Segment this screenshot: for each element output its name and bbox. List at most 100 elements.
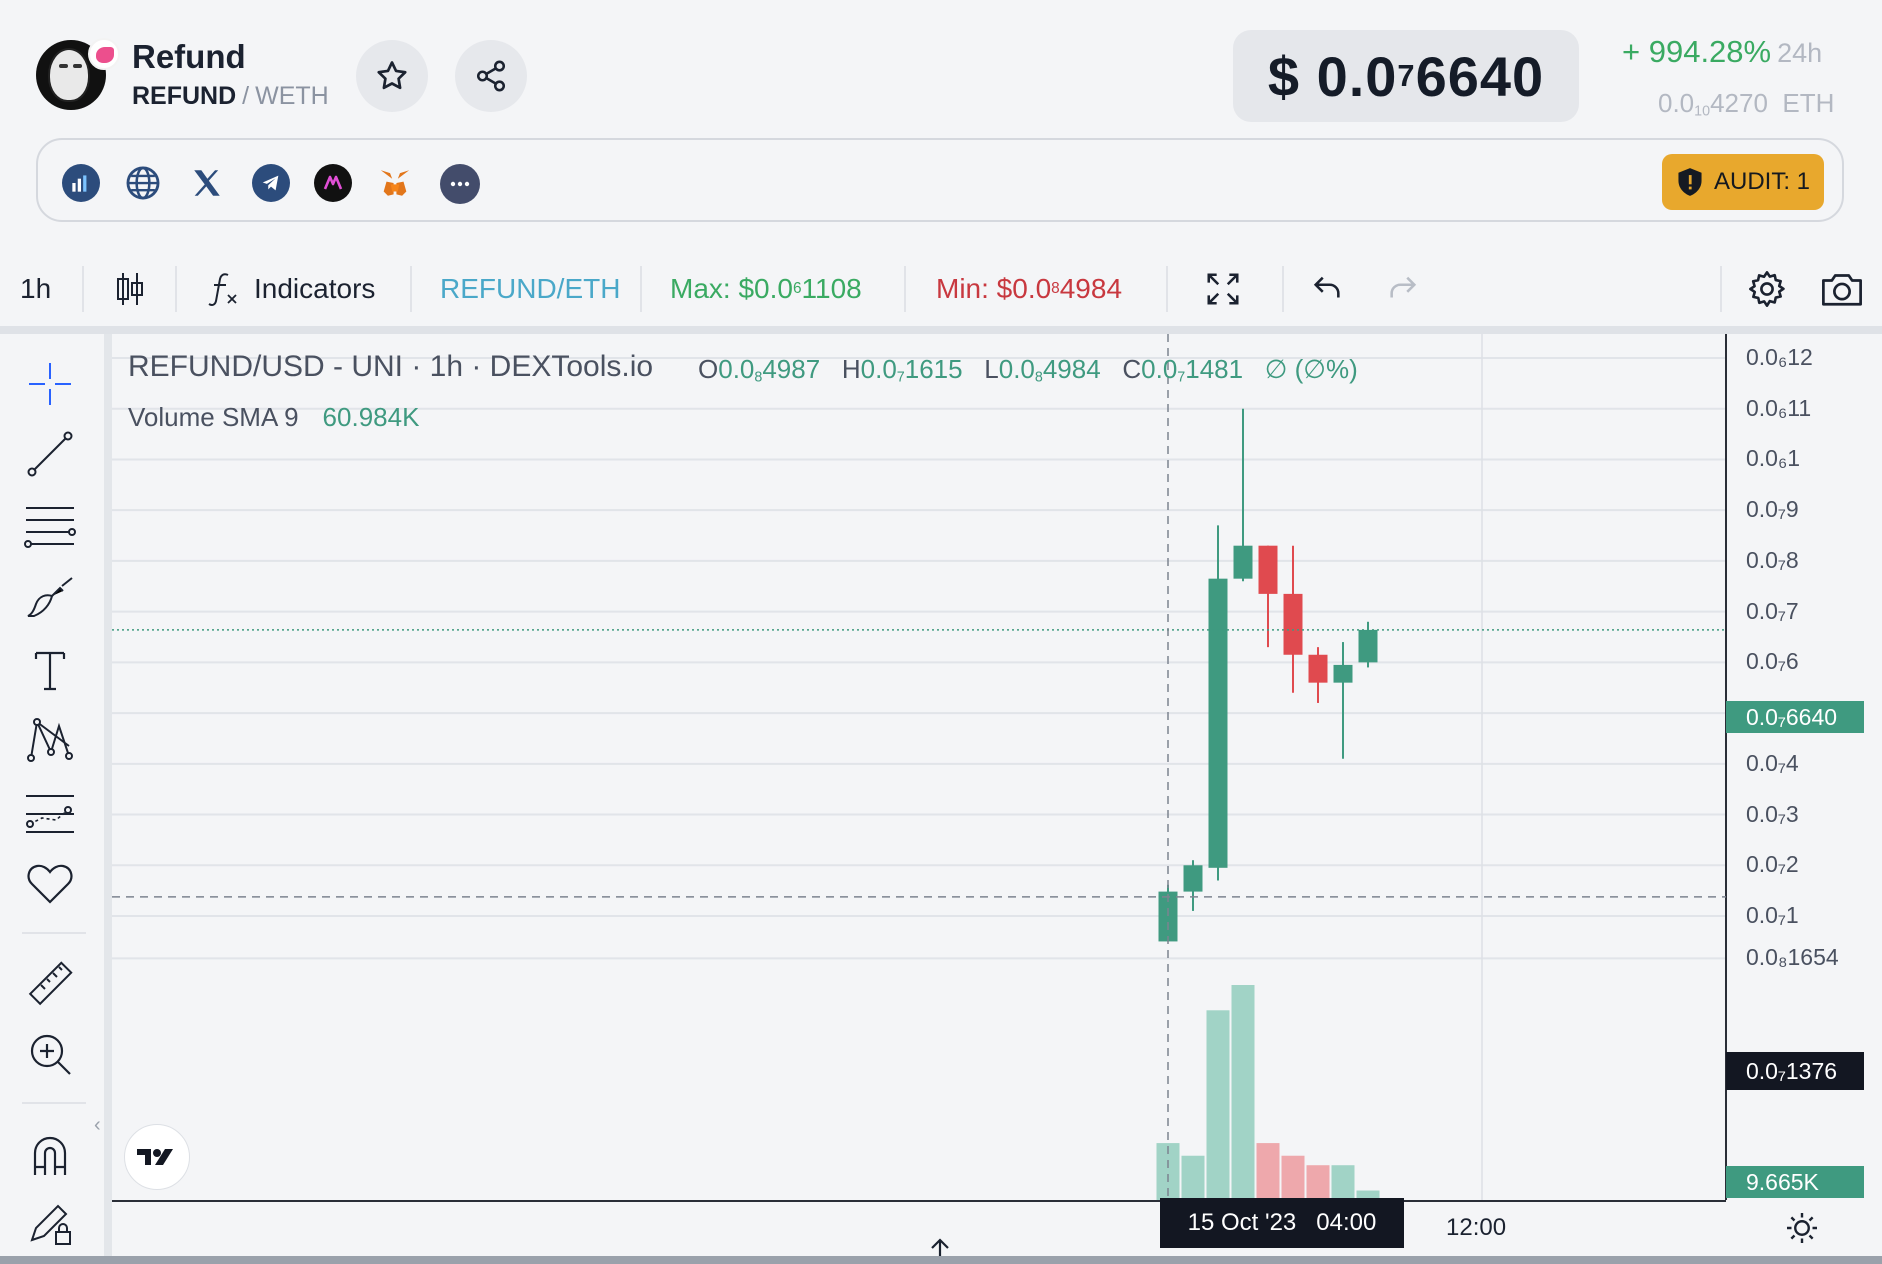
token-name: Refund: [132, 38, 246, 75]
crosshair-time-label: 15 Oct '23 04:00: [1160, 1198, 1404, 1248]
chart-type-button[interactable]: [114, 254, 146, 324]
measure-tool[interactable]: [22, 956, 78, 1012]
y-tick-label: 0.0₇7: [1746, 597, 1799, 624]
volume-bar: [1181, 1155, 1205, 1200]
fullscreen-button[interactable]: [1204, 254, 1242, 324]
zoom-in-tool[interactable]: [22, 1026, 78, 1082]
redo-icon: [1390, 276, 1417, 298]
heart-icon: [27, 864, 73, 904]
forecast-tool[interactable]: [22, 786, 78, 842]
volume-bar: [1281, 1155, 1305, 1200]
metamask-icon[interactable]: [376, 164, 414, 202]
dextools-icon[interactable]: [62, 164, 100, 202]
candle-body: [1233, 545, 1253, 579]
chart-theme-button[interactable]: [1784, 1210, 1820, 1251]
price-chart[interactable]: [112, 334, 1727, 1200]
candlestick-chart: [112, 334, 1727, 1200]
volume-legend: Volume SMA 9 60.984K: [128, 402, 420, 432]
y-tick-label: 0.0₇3: [1746, 800, 1799, 827]
candle-body: [1258, 545, 1278, 594]
favorite-button[interactable]: [356, 40, 428, 112]
scroll-up-icon[interactable]: [928, 1238, 952, 1261]
y-tick-label: 0.0₇4: [1746, 749, 1799, 776]
pattern-icon: [27, 718, 73, 762]
text-tool[interactable]: [22, 642, 78, 698]
time-tick: 12:00: [1446, 1214, 1507, 1241]
candle-body: [1208, 578, 1228, 868]
lock-drawings-tool[interactable]: [22, 1196, 78, 1252]
settings-button[interactable]: [1746, 254, 1788, 324]
tradingview-logo[interactable]: [124, 1124, 190, 1190]
token-avatar: [36, 38, 120, 110]
volume-bar: [1156, 1143, 1180, 1200]
function-icon: [208, 273, 237, 306]
share-icon: [476, 60, 506, 92]
social-links-bar: AUDIT: 1: [36, 138, 1844, 222]
volume-bar: [1256, 1143, 1280, 1200]
y-tick-label: 0.0₈1654: [1746, 944, 1839, 971]
min-price: Min: $0.0 8 4984: [936, 273, 1123, 304]
y-tick-label: 0.0₇8: [1746, 546, 1799, 573]
sun-icon: [1787, 1213, 1817, 1243]
y-tick-label: 0.0₆11: [1746, 394, 1812, 421]
y-tick-label: 0.0₆1: [1746, 445, 1801, 472]
y-tick-label: 0.0₇9: [1746, 496, 1799, 523]
gear-icon: [1749, 271, 1785, 307]
pair-quote: WETH: [255, 82, 329, 110]
text-icon: [34, 651, 66, 691]
more-icon[interactable]: [440, 164, 480, 204]
dexview-icon[interactable]: [314, 164, 352, 202]
candle-body: [1308, 654, 1328, 683]
volume-bar: [1331, 1165, 1355, 1200]
candle-body: [1333, 664, 1353, 683]
eth-price: 0.0104270 ETH: [1658, 88, 1835, 120]
globe-icon[interactable]: [124, 164, 162, 202]
crosshair-tool[interactable]: [22, 356, 78, 412]
y-tick-label: 0.0₆12: [1746, 344, 1813, 370]
token-header: Refund REFUND / WETH $ 0.0 7 6640 + 994.28% 2…: [0, 0, 1882, 130]
crosshair-price-tag: 0.0₇1376: [1726, 1052, 1864, 1090]
interval-selector[interactable]: 1h: [20, 273, 52, 304]
fib-tool[interactable]: [22, 498, 78, 554]
share-button[interactable]: [455, 40, 527, 112]
volume-bar: [1306, 1165, 1330, 1200]
time-axis[interactable]: 12:00: [112, 1200, 1726, 1256]
forecast-icon: [26, 795, 74, 833]
max-price: Max: $0.0 6 1108: [670, 273, 862, 304]
y-tick-label: 0.0₇2: [1746, 851, 1799, 878]
chart-toolbar: 1h Indicators REFUND/ETH Max: $0.0 6 1108 …: [0, 254, 1882, 324]
indicators-button[interactable]: Indicators: [206, 254, 375, 324]
telegram-icon[interactable]: [252, 164, 290, 202]
collapse-panel-icon[interactable]: ‹: [94, 1114, 101, 1136]
camera-icon: [1822, 274, 1862, 306]
magnet-tool[interactable]: [22, 1128, 78, 1184]
audit-button[interactable]: AUDIT: 1: [1662, 154, 1824, 210]
ohlc-values: O0.084987 H0.071615 L0.084984 C0.071481 …: [698, 354, 1358, 386]
volume-bar: [1356, 1190, 1380, 1200]
bottom-edge: [0, 1256, 1882, 1264]
undo-button[interactable]: [1310, 254, 1344, 324]
favorites-tool[interactable]: [22, 856, 78, 912]
redo-button[interactable]: [1386, 254, 1420, 324]
brush-icon: [27, 577, 73, 617]
pattern-tool[interactable]: [22, 712, 78, 768]
trend-line-tool[interactable]: [22, 426, 78, 482]
crosshair-icon: [29, 363, 71, 405]
undo-icon: [1313, 276, 1340, 298]
screenshot-button[interactable]: [1820, 254, 1864, 324]
toolbar-divider: [0, 326, 1882, 334]
pair-base: REFUND: [132, 82, 237, 110]
horizontal-lines-icon: [24, 507, 76, 548]
shield-icon: [1678, 168, 1702, 196]
brush-tool[interactable]: [22, 570, 78, 626]
pair-toggle[interactable]: REFUND/ETH: [440, 273, 621, 304]
y-tick-label: 0.0₇1: [1746, 902, 1799, 928]
y-tick-label: 0.0₇6: [1746, 648, 1799, 675]
candlestick-icon: [117, 273, 143, 305]
trend-line-icon: [27, 431, 73, 477]
chart-title: REFUND/USD - UNI · 1h · DEXTools.io: [128, 350, 654, 383]
price-change: + 994.28% 24h: [1622, 34, 1823, 69]
indicators-label: Indicators: [254, 273, 376, 304]
x-icon[interactable]: [188, 164, 226, 202]
zoom-in-icon: [30, 1034, 71, 1075]
